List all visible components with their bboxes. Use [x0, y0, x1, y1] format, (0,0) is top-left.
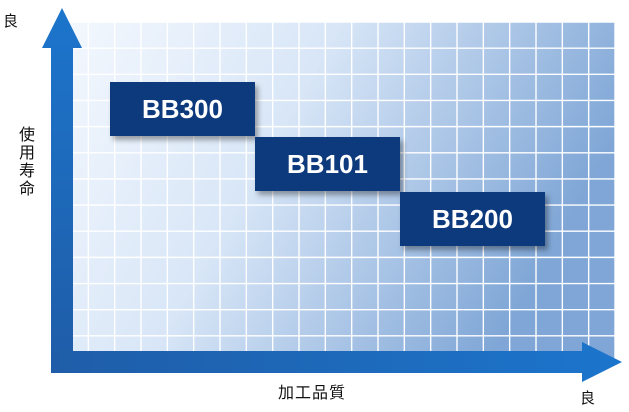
- x-axis-title: 加工品質: [278, 383, 347, 402]
- product-box-bb300: BB300: [110, 82, 255, 136]
- product-box-bb101: BB101: [255, 137, 400, 191]
- x-axis-arrow: [51, 342, 622, 382]
- y-axis-title: 使用寿命: [16, 126, 35, 198]
- x-axis-end-label: 良: [580, 389, 596, 407]
- product-box-bb200: BB200: [400, 192, 545, 246]
- y-axis-end-label: 良: [3, 12, 19, 30]
- y-axis-arrow: [42, 8, 82, 362]
